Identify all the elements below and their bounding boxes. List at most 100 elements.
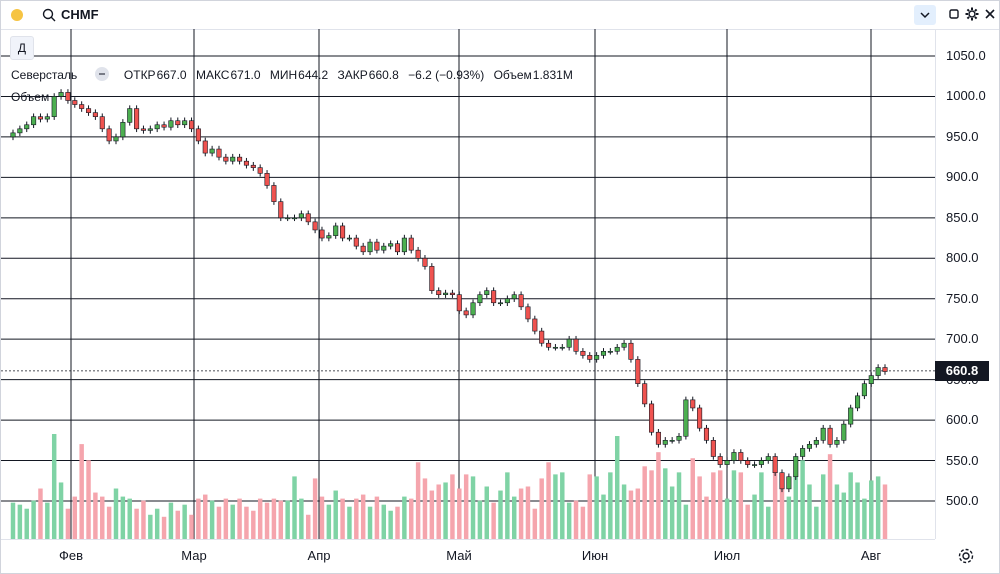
close-label: ЗАКР [337,68,368,82]
candle-body [223,156,229,162]
volume-bar [663,468,668,539]
candle-body [690,399,696,409]
volume-bar [292,476,297,539]
volume-bar [848,472,853,539]
candle-body [868,375,874,384]
candle-body [401,237,407,253]
candle-body [552,346,558,349]
interval-button[interactable]: Д [10,36,34,60]
maximize-icon[interactable] [947,7,961,21]
candle-body [758,460,764,465]
candle-body [44,116,50,120]
price-axis[interactable]: 1050.0 1000.0 950.0 900.0 850.0 800.0 750.0 700… [935,29,1000,539]
hide-series-icon[interactable] [94,67,109,81]
candle-body [99,116,105,130]
volume-bar [106,506,112,539]
price-tick: 900.0 [946,169,979,185]
candle-body [731,452,737,461]
volume-bar [882,484,888,539]
volume-bar [10,502,16,539]
search-icon[interactable] [41,7,57,23]
symbol-input[interactable]: CHMF [61,7,99,22]
volume-bar [189,514,194,539]
candle-body [532,318,538,332]
candle-body [17,128,23,134]
volume-bar [196,498,201,539]
candle-body [374,241,380,251]
gear-icon[interactable] [965,7,979,21]
candle-body [271,185,277,202]
time-tick: Фев [58,548,84,563]
candle-body [394,243,401,253]
volume-bar [779,484,785,539]
window-status-dot [11,9,23,21]
candle-body [140,128,146,131]
candle-body [813,440,819,445]
volume-bar [525,486,531,539]
volume-bar [731,470,737,539]
candle-body [24,124,30,130]
time-axis[interactable]: Фев Мар Апр Май Июн Июл Авг [1,539,935,574]
candle-body [147,128,153,131]
volume-bar [717,470,723,539]
volume-bar [656,452,661,539]
volume-bar [498,490,503,539]
candle-body [298,213,304,219]
candle-body [635,359,641,384]
volume-label: Объем [493,68,532,82]
volume-bar [148,514,153,539]
candle-body [360,245,366,253]
volume-bar [484,486,489,539]
price-tick: 1000.0 [946,88,986,104]
volume-bar [594,476,599,539]
candle-body [285,217,291,220]
chevron-down-button[interactable] [914,5,936,25]
volume-bar [827,454,833,539]
volume-bar [154,508,160,539]
volume-bar [601,494,606,539]
close-icon[interactable] [983,7,997,21]
candle-body [800,448,806,457]
volume-bar [360,494,366,539]
time-tick: Июн [581,548,609,563]
settings-icon[interactable] [957,547,975,565]
candle-body [305,213,311,223]
open-label: ОТКР [123,68,156,82]
volume-bar [223,498,229,539]
candle-body [51,96,57,117]
volume-bar [31,500,36,539]
volume-bar [429,490,435,539]
volume-bar [45,502,50,539]
close-value: 660.8 [368,68,399,82]
volume-bar [312,478,318,539]
volume-bar [614,436,620,539]
candle-body [738,452,744,461]
volume-bar [182,504,187,539]
candle-body [649,403,655,433]
candle-body [340,225,346,239]
volume-bar [347,506,352,539]
candle-body [456,294,462,312]
volume-bar [216,506,222,539]
candle-body [566,338,572,348]
volume-bar [127,498,132,539]
candle-body [580,351,586,356]
volume-bar [175,510,181,539]
candle-body [710,440,716,457]
candle-body [85,108,92,113]
volume-bar [800,460,805,539]
volume-bar [608,472,613,539]
low-label: МИН [269,68,298,82]
volume-bar [443,482,448,539]
price-chart-plot[interactable] [1,29,935,539]
candle-body [655,431,661,445]
volume-bar [285,500,290,539]
candle-body [518,294,524,308]
volume-bar [855,482,860,539]
volume-bar [491,502,496,539]
volume-bar [642,466,647,539]
candle-body [449,292,455,295]
price-tick: 800.0 [946,250,979,266]
candle-body [752,464,758,466]
